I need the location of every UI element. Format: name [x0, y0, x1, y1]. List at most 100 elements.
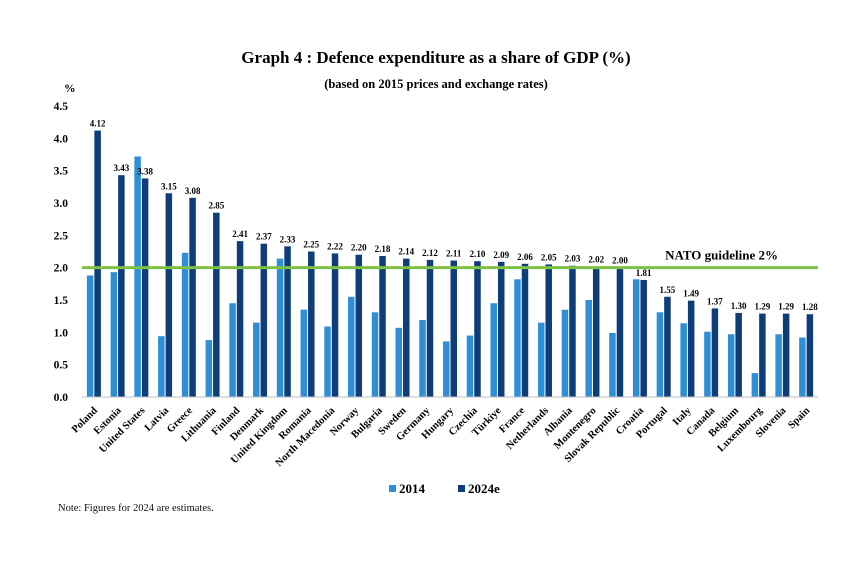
legend-label-2014: 2014 [399, 481, 426, 496]
legend: 2014 2024e [389, 481, 500, 496]
bar-2024e [118, 175, 125, 397]
bar-2014 [443, 341, 450, 397]
bar-2014 [324, 326, 331, 397]
bar-2024e [165, 193, 173, 397]
data-label: 2.11 [446, 249, 462, 259]
bar-2024e [521, 263, 529, 397]
y-tick-label: 1.5 [54, 295, 69, 307]
bar-2014 [561, 309, 569, 397]
bar-2014 [276, 258, 284, 397]
bar-2024e [260, 243, 268, 397]
bar-2014 [537, 322, 545, 397]
data-label: 2.14 [398, 247, 414, 257]
bar-2024e [687, 300, 695, 397]
data-label: 2.25 [303, 240, 319, 250]
data-label: 3.43 [113, 163, 129, 173]
data-label: 2.22 [327, 241, 343, 251]
bar-2024e [640, 279, 647, 397]
bar-2024e [189, 197, 196, 397]
bar-2014 [609, 332, 616, 397]
y-tick-label: 3.5 [54, 166, 69, 178]
bar-2024e [284, 246, 291, 397]
data-label: 1.29 [755, 302, 771, 312]
bar-2024e [569, 265, 576, 397]
category-label: Spain [786, 405, 812, 431]
data-label: 2.12 [422, 248, 438, 258]
data-label: 1.55 [660, 285, 676, 295]
data-label: 2.02 [588, 254, 604, 264]
bar-2014 [110, 272, 118, 397]
bar-2014 [799, 337, 806, 397]
bar-2024e [426, 259, 434, 397]
data-label: 2.09 [493, 250, 509, 260]
bar-2014 [632, 279, 640, 397]
data-label: 1.30 [731, 301, 747, 311]
data-label: 2.18 [375, 244, 391, 254]
bar-2024e [236, 241, 244, 397]
data-label: 2.37 [256, 232, 272, 242]
bar-2014 [253, 322, 260, 397]
bar-2014 [490, 303, 497, 397]
bar-2024e [711, 308, 719, 397]
bar-2014 [466, 335, 474, 397]
nato-guideline-label: NATO guideline 2% [665, 248, 778, 263]
data-label: 2.33 [280, 234, 296, 244]
y-tick-label: 0.0 [54, 392, 69, 404]
data-label: 1.37 [707, 296, 723, 306]
legend-swatch-2024e [458, 485, 465, 492]
bar-2014 [134, 156, 141, 397]
bar-2014 [514, 279, 521, 397]
bar-2014 [727, 334, 735, 397]
chart-title: Graph 4 : Defence expenditure as a share… [241, 48, 630, 67]
y-axis-ticks: 0.0 0.5 1.0 1.5 2.0 2.5 3.0 3.5 4.0 4.5 [54, 101, 69, 404]
chart-subtitle: (based on 2015 prices and exchange rates… [324, 77, 548, 91]
bar-2024e [759, 313, 766, 397]
bar-2014 [656, 312, 664, 397]
y-tick-label: 2.5 [54, 230, 69, 242]
data-label: 2.05 [541, 252, 557, 262]
bar-2024e [497, 261, 505, 397]
bar-2014 [395, 327, 403, 397]
bar-2014 [704, 331, 711, 397]
y-tick-label: 2.0 [54, 263, 69, 275]
data-label: 2.41 [232, 229, 248, 239]
data-label: 2.03 [565, 254, 581, 264]
bar-2024e [94, 130, 101, 397]
data-label: 2.00 [612, 256, 628, 266]
bar-2024e [735, 312, 742, 397]
bar-2024e [664, 296, 671, 397]
bar-2014 [300, 309, 308, 397]
data-label: 2.10 [470, 249, 486, 259]
data-label: 1.29 [778, 302, 794, 312]
legend-label-2024e: 2024e [468, 481, 500, 496]
bar-2024e [379, 256, 386, 397]
bar-2024e [592, 266, 600, 397]
data-label: 2.20 [351, 243, 367, 253]
data-label: 1.81 [636, 268, 652, 278]
bar-2024e [474, 261, 481, 397]
data-label: 4.12 [90, 119, 106, 129]
bar-2014 [775, 334, 782, 397]
bar-series [86, 130, 814, 397]
data-label: 3.08 [185, 186, 201, 196]
bar-2024e [213, 212, 220, 397]
bar-2014 [205, 340, 213, 397]
data-label: 3.38 [137, 166, 153, 176]
bar-2024e [806, 314, 814, 397]
bar-2014 [86, 275, 94, 397]
data-label: 3.15 [161, 181, 177, 191]
y-tick-label: 1.0 [54, 327, 69, 339]
bar-2014 [419, 320, 426, 397]
bar-2014 [229, 303, 236, 397]
data-labels: 4.12 3.43 3.38 3.15 3.08 2.85 2.41 2.37 2.33 2.25… [90, 119, 819, 313]
bar-2024e [403, 258, 410, 397]
bar-2024e [355, 254, 363, 397]
chart-note: Note: Figures for 2024 are estimates. [58, 503, 214, 514]
data-label: 1.28 [802, 302, 818, 312]
bar-2014 [680, 323, 687, 397]
bar-2024e [616, 267, 624, 397]
data-label: 2.06 [517, 252, 533, 262]
bar-2014 [158, 336, 165, 397]
y-tick-label: 4.5 [54, 101, 69, 113]
